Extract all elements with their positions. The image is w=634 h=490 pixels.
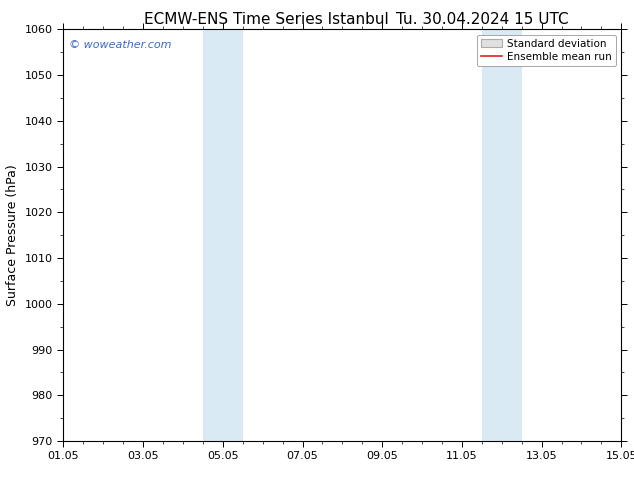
- Text: © woweather.com: © woweather.com: [69, 40, 171, 49]
- Text: ECMW-ENS Time Series Istanbul: ECMW-ENS Time Series Istanbul: [144, 12, 389, 27]
- Text: Tu. 30.04.2024 15 UTC: Tu. 30.04.2024 15 UTC: [396, 12, 568, 27]
- Bar: [482, 29, 522, 441]
- Legend: Standard deviation, Ensemble mean run: Standard deviation, Ensemble mean run: [477, 35, 616, 66]
- Bar: [203, 29, 243, 441]
- Y-axis label: Surface Pressure (hPa): Surface Pressure (hPa): [6, 164, 19, 306]
